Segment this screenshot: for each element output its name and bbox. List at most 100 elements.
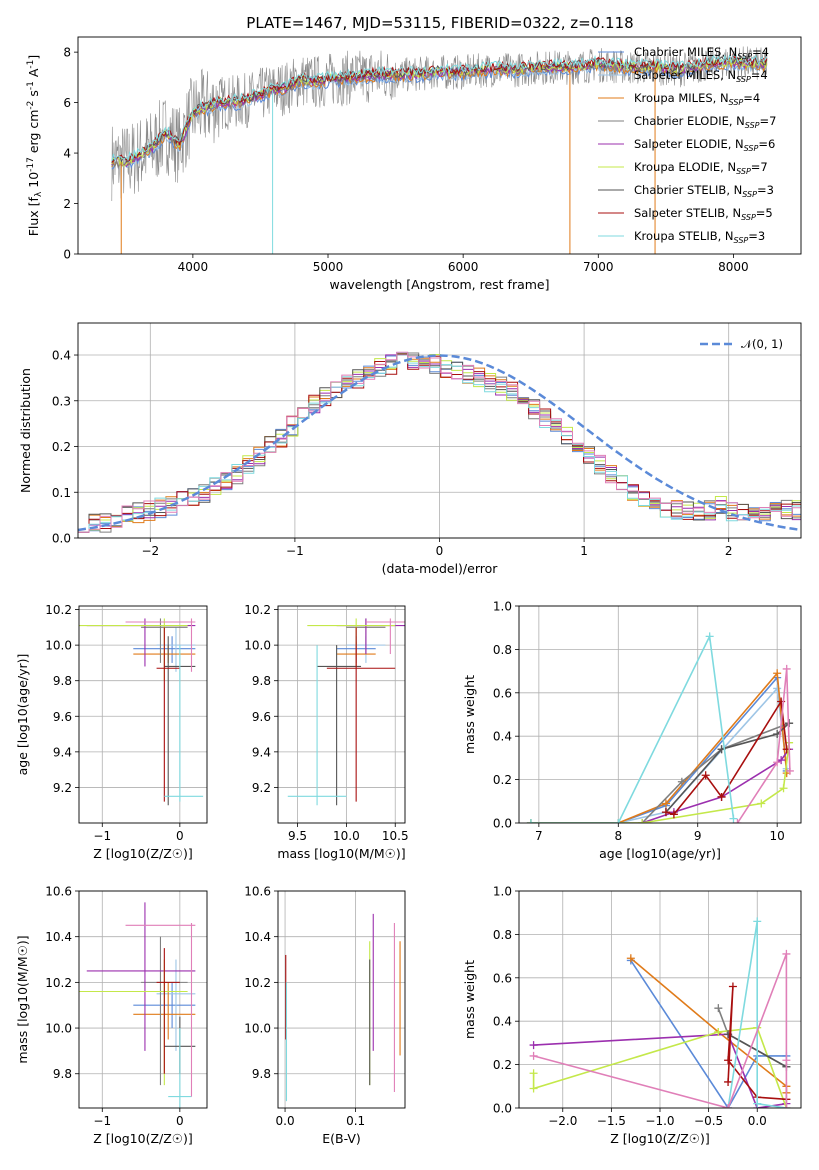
x-tick-label: 0.0 — [748, 1114, 767, 1128]
plot-area — [287, 618, 405, 806]
data-point-marker — [724, 1056, 733, 1065]
y-tick-label: 4 — [63, 147, 71, 161]
y-tick-label: 0.6 — [493, 971, 512, 985]
x-tick-label: 7000 — [583, 260, 614, 274]
x-tick-label: 0.1 — [346, 1114, 365, 1128]
y-tick-label: 0.4 — [52, 349, 71, 363]
y-tick-label: 10.0 — [45, 639, 72, 653]
y-tick-label: 0.0 — [52, 532, 71, 546]
axes-frame — [277, 605, 406, 824]
panel-weight_vs_age: 7 8 9 10 0.0 0.2 0.4 0.6 0.8 1.0 age [log10(age/yr… — [462, 600, 802, 861]
data-point-marker — [757, 799, 766, 808]
x-tick-label: 4000 — [178, 260, 209, 274]
axes-frame — [78, 605, 208, 824]
y-tick-label: 9.8 — [252, 674, 271, 688]
data-point-marker — [782, 664, 791, 673]
x-tick-label: −2.0 — [548, 1114, 577, 1128]
data-point-marker — [729, 814, 738, 823]
axes-frame — [518, 890, 802, 1109]
x-tick-label: −1.0 — [645, 1114, 674, 1128]
x-tick-label: 7 — [535, 829, 543, 843]
data-point-marker — [626, 954, 635, 963]
data-point-marker — [705, 632, 714, 641]
x-tick-label: −0.5 — [694, 1114, 723, 1128]
plot-area — [526, 632, 794, 823]
y-tick-label: 10.0 — [244, 639, 271, 653]
x-tick-label: 5000 — [313, 260, 344, 274]
x-axis-label: wavelength [Angstrom, rest frame] — [329, 277, 549, 292]
legend-label: 𝒩(0, 1) — [741, 337, 783, 351]
y-tick-label: 0.1 — [52, 486, 71, 500]
data-point-marker — [782, 1056, 791, 1065]
y-tick-label: 9.8 — [53, 674, 72, 688]
legend-label: Salpeter MILES, NSSP=4 — [634, 68, 768, 84]
data-point-marker — [785, 766, 794, 775]
y-tick-label: 0.0 — [493, 1102, 512, 1116]
panel-mass_vs_Z: −1 0 9.8 10.0 10.2 10.4 10.6 Z [log10(Z/Z☉)] mas… — [15, 885, 208, 1146]
data-point-marker — [782, 949, 791, 958]
y-tick-label: 0.6 — [493, 686, 512, 700]
y-axis-label: mass weight — [462, 960, 477, 1039]
y-tick-label: 10.2 — [244, 603, 271, 617]
y-tick-label: 10.0 — [244, 1022, 271, 1036]
data-point-marker — [529, 1041, 538, 1050]
plot-area — [529, 917, 791, 1108]
x-axis-label: mass [log10(M/M☉)] — [277, 846, 405, 861]
panel-spectrum: 4000 5000 6000 7000 8000 0 2 4 6 8 wavelength [Ang… — [26, 36, 802, 292]
panel-age_vs_mass: 9.5 10.0 10.5 9.2 9.4 9.6 9.8 10.0 10.2 mass [log… — [244, 603, 408, 861]
data-point-marker — [529, 1084, 538, 1093]
y-tick-label: 9.4 — [252, 745, 271, 759]
x-tick-label: 8000 — [718, 260, 749, 274]
y-axis-label: age [log10(age/yr)] — [15, 654, 30, 776]
y-tick-label: 6 — [63, 96, 71, 110]
y-tick-label: 9.2 — [53, 781, 72, 795]
x-tick-label: 10.0 — [333, 829, 360, 843]
y-tick-label: 0 — [63, 248, 71, 262]
panel-age_vs_Z: −1 0 9.2 9.4 9.6 9.8 10.0 10.2 Z [log10(Z/Z☉)] ag… — [15, 603, 208, 861]
data-point-marker — [733, 819, 742, 823]
axes-frame — [277, 890, 406, 1109]
axes-frame — [77, 36, 802, 255]
x-axis-label: E(B-V) — [322, 1131, 361, 1146]
x-tick-label: −1 — [93, 829, 111, 843]
data-point-marker — [753, 917, 762, 926]
legend-label: Chabrier STELIB, NSSP=3 — [634, 183, 774, 199]
data-point-marker — [724, 1077, 733, 1086]
plot-area — [285, 913, 401, 1102]
x-axis-label: (data-model)/error — [382, 561, 499, 576]
y-tick-label: 9.6 — [53, 710, 72, 724]
x-tick-label: −2 — [141, 544, 159, 558]
data-point-marker — [773, 669, 782, 678]
data-point-marker — [661, 808, 670, 817]
y-tick-label: 9.4 — [53, 745, 72, 759]
x-axis-label: Z [log10(Z/Z☉)] — [93, 1131, 193, 1146]
y-tick-label: 0.8 — [493, 928, 512, 942]
y-tick-label: 0.3 — [52, 394, 71, 408]
y-tick-label: 10.6 — [45, 885, 72, 899]
y-tick-label: 10.6 — [244, 885, 271, 899]
x-tick-label: 9.5 — [288, 829, 307, 843]
legend-label: Kroupa MILES, NSSP=4 — [634, 91, 760, 107]
x-tick-label: 1 — [580, 544, 588, 558]
y-tick-label: 0.0 — [493, 817, 512, 831]
data-point-marker — [661, 799, 670, 808]
y-axis-label: Flux [fλ 10-17 erg cm-2 s-1 A-1] — [26, 55, 44, 237]
y-tick-label: 0.8 — [493, 643, 512, 657]
y-tick-label: 8 — [63, 46, 71, 60]
legend-label: Kroupa ELODIE, NSSP=7 — [634, 160, 768, 176]
plot-area — [79, 618, 204, 806]
y-tick-label: 9.8 — [53, 1067, 72, 1081]
legend-label: Salpeter STELIB, NSSP=5 — [634, 206, 773, 222]
series-line — [530, 671, 788, 823]
data-point-marker — [669, 810, 678, 819]
chart-title: PLATE=1467, MJD=53115, FIBERID=0322, z=0… — [246, 14, 633, 32]
spectrum-data-line — [111, 46, 768, 202]
y-tick-label: 10.2 — [45, 976, 72, 990]
data-point-marker — [728, 982, 737, 991]
x-tick-label: 0 — [436, 544, 444, 558]
x-tick-label: 10 — [770, 829, 785, 843]
plot-area — [79, 902, 196, 1108]
axes-frame — [77, 322, 802, 539]
y-axis-label: Normed distribution — [18, 368, 33, 493]
normal-curve — [78, 354, 801, 532]
